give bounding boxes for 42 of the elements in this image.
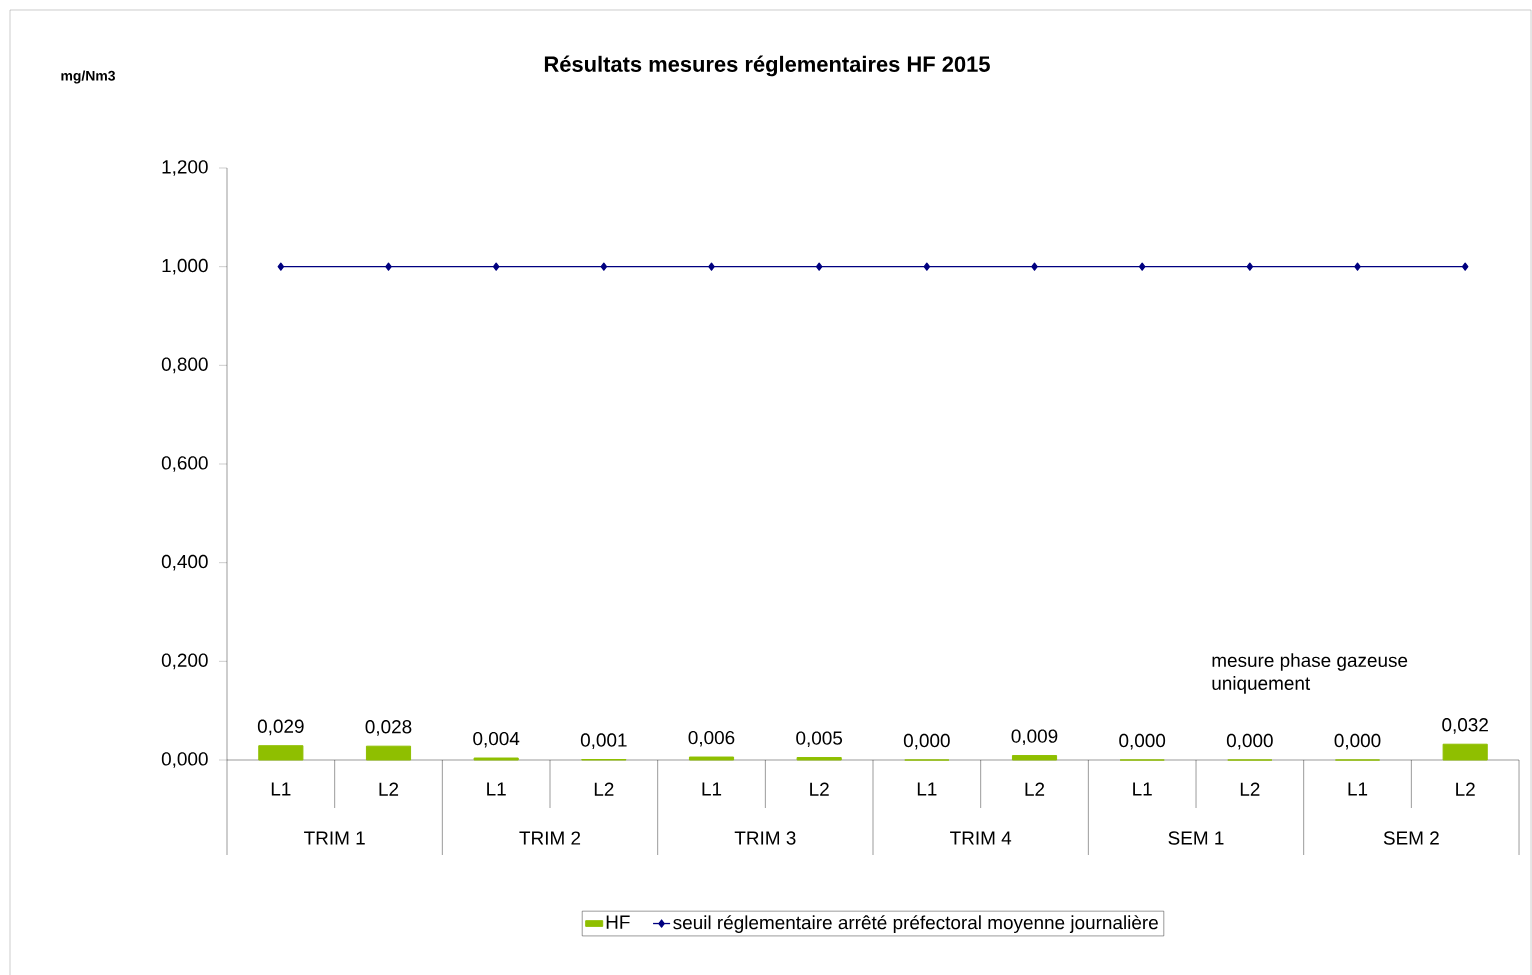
data-label: 0,029 bbox=[257, 719, 304, 736]
text: TRIM 2 bbox=[519, 831, 581, 845]
legend-label: HF bbox=[606, 915, 630, 929]
text: SEM 2 bbox=[1383, 831, 1439, 845]
data-label: 0,000 bbox=[903, 733, 950, 750]
y-tick-label: 0,200 bbox=[161, 653, 208, 670]
legend-label: seuil réglementaire arrêté préfectoral moyenne journalière bbox=[673, 915, 1158, 934]
x-tick-label: L2 bbox=[594, 782, 614, 796]
x-tick-label: L1 bbox=[487, 782, 506, 796]
data-label: 0,000 bbox=[1334, 733, 1381, 750]
y-tick-label: 0,000 bbox=[161, 752, 208, 768]
x-tick-label: L2 bbox=[1240, 782, 1260, 796]
chart-title: Résultats mesures réglementaires HF 2015 bbox=[544, 55, 990, 77]
data-label: 0,000 bbox=[1119, 733, 1166, 750]
x-tick-label: L2 bbox=[1456, 782, 1475, 796]
text: TRIM 1 bbox=[304, 831, 365, 845]
text: TRIM 4 bbox=[950, 831, 1012, 845]
x-tick-label: L1 bbox=[702, 782, 722, 796]
x-tick-label: L2 bbox=[1025, 782, 1045, 796]
data-label: 0,028 bbox=[365, 720, 412, 736]
text: mg/Nm3 bbox=[61, 70, 116, 84]
text: TRIM 3 bbox=[734, 831, 796, 845]
annotation: mesure phase gazeuse uniquement bbox=[1212, 653, 1408, 694]
data-label: 0,005 bbox=[796, 731, 843, 748]
x-tick-label: L1 bbox=[1348, 782, 1368, 796]
y-tick-label: 1,200 bbox=[162, 160, 208, 176]
x-tick-label: L2 bbox=[810, 782, 829, 796]
data-label: 0,032 bbox=[1442, 718, 1488, 734]
y-tick-label: 0,600 bbox=[161, 456, 208, 472]
data-label: 0,006 bbox=[688, 730, 735, 747]
data-label: 0,004 bbox=[473, 731, 520, 748]
data-label: 0,001 bbox=[580, 733, 627, 749]
x-tick-label: L1 bbox=[917, 782, 937, 796]
text: SEM 1 bbox=[1168, 831, 1224, 845]
data-label: 0,000 bbox=[1226, 733, 1273, 750]
y-tick-label: 0,400 bbox=[161, 554, 208, 571]
x-tick-label: L2 bbox=[379, 782, 399, 796]
x-tick-label: L1 bbox=[271, 782, 291, 796]
y-tick-label: 0,800 bbox=[161, 357, 208, 374]
x-tick-label: L1 bbox=[1133, 782, 1152, 796]
y-tick-label: 1,000 bbox=[162, 258, 208, 275]
data-label: 0,009 bbox=[1011, 729, 1058, 746]
